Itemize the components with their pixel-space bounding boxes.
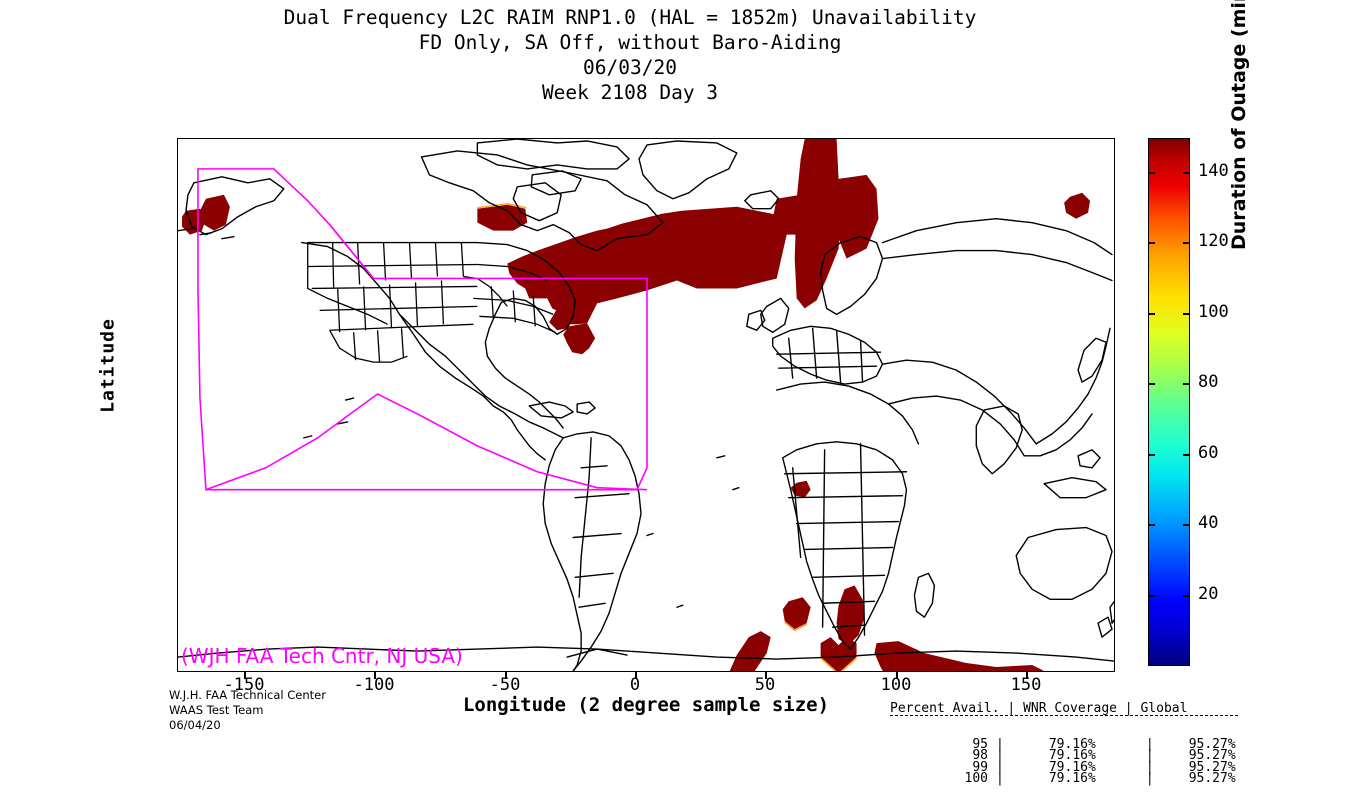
table-row: 99 | 79.16% | 95.27% <box>890 759 1238 775</box>
x-tick-mark <box>1026 672 1028 679</box>
stats-header-wnr: WNR Coverage <box>1023 701 1117 716</box>
x-tick-mark <box>505 672 507 679</box>
stats-header-sep2: | <box>1116 701 1141 716</box>
stats-cell-sep: | <box>1145 736 1154 752</box>
colorbar-title: Duration of Outage (min) <box>1228 0 1250 250</box>
colorbar-tick <box>1183 242 1190 244</box>
stats-table: Percent Avail. | WNR Coverage | Global 9… <box>890 680 1238 796</box>
footer-line-1: W.J.H. FAA Technical Center <box>169 688 326 702</box>
x-tick-label: -150 <box>223 675 265 695</box>
title-line-4: Week 2108 Day 3 <box>541 81 719 104</box>
stats-cell-sep: | <box>996 736 1004 752</box>
x-tick-label: 150 <box>1010 675 1042 695</box>
stats-cell-sep: | <box>1145 759 1154 775</box>
stats-cell-sep: | <box>1145 748 1154 763</box>
colorbar-tick <box>1183 524 1190 526</box>
colorbar-tick-label: 140 <box>1198 161 1229 181</box>
colorbar-tick <box>1148 313 1155 315</box>
x-tick-label: -50 <box>489 675 521 695</box>
x-tick-label: 100 <box>880 675 912 695</box>
stats-cell-wnr: 79.16% <box>1048 771 1096 786</box>
x-tick-label: -100 <box>353 675 395 695</box>
footer-credits: W.J.H. FAA Technical Center WAAS Test Te… <box>169 688 326 733</box>
footer-line-3: 06/04/20 <box>169 718 221 732</box>
colorbar-tick <box>1148 524 1155 526</box>
colorbar-tick <box>1183 454 1190 456</box>
colorbar-tick-label: 20 <box>1198 584 1219 604</box>
title-line-3: 06/03/20 <box>583 56 677 79</box>
colorbar-tick-label: 40 <box>1198 513 1219 533</box>
colorbar-tick-label: 60 <box>1198 443 1219 463</box>
world-map-plot[interactable] <box>177 138 1115 672</box>
stats-cell-global: 95.27% <box>1188 771 1236 786</box>
colorbar-tick-label: 120 <box>1198 231 1229 251</box>
x-tick-mark <box>765 672 767 679</box>
title-line-2: FD Only, SA Off, without Baro-Aiding <box>418 31 842 54</box>
colorbar[interactable]: 140 120 100 80 60 40 20 <box>1148 138 1229 666</box>
colorbar-gradient <box>1148 138 1190 666</box>
x-tick-mark <box>635 672 637 679</box>
stats-cell-percent: 98 <box>972 748 988 763</box>
footer-line-2: WAAS Test Team <box>169 703 264 717</box>
stats-cell-global: 95.27% <box>1188 736 1236 752</box>
table-row: 95 | 79.16% | 95.27% <box>890 736 1238 752</box>
table-row: 100 | 79.16% | 95.27% <box>890 771 1238 786</box>
stats-cell-percent: 99 <box>972 759 988 775</box>
colorbar-tick <box>1148 172 1155 174</box>
stats-table-body: 95 | 79.16% | 95.27% 98 | 79.16% | 95.27… <box>890 736 1238 786</box>
x-tick-label: 0 <box>629 675 641 695</box>
waas-boundary-layer <box>197 168 648 491</box>
x-tick-mark <box>244 672 246 679</box>
colorbar-tick <box>1183 172 1190 174</box>
stats-header-global: Global <box>1140 701 1188 716</box>
x-tick-mark <box>374 672 376 679</box>
colorbar-tick <box>1148 595 1155 597</box>
stats-cell-global: 95.27% <box>1188 759 1236 775</box>
x-tick-label: 50 <box>754 675 776 695</box>
stats-cell-percent: 100 <box>964 771 988 786</box>
map-canvas <box>178 139 1114 671</box>
stats-cell-sep: | <box>996 759 1004 775</box>
colorbar-tick-label: 100 <box>1198 302 1229 322</box>
outage-regions-layer <box>181 139 1091 671</box>
stats-cell-global: 95.27% <box>1188 748 1236 763</box>
colorbar-tick <box>1183 595 1190 597</box>
watermark-text: (WJH FAA Tech Cntr, NJ USA) <box>181 644 463 668</box>
title-line-1: Dual Frequency L2C RAIM RNP1.0 (HAL = 18… <box>283 6 977 29</box>
stats-cell-sep: | <box>996 771 1004 786</box>
stats-cell-wnr: 79.16% <box>1048 748 1096 763</box>
stats-header-row: Percent Avail. | WNR Coverage | Global <box>890 701 1238 716</box>
colorbar-tick <box>1148 454 1155 456</box>
colorbar-tick <box>1148 383 1155 385</box>
x-tick-mark <box>896 672 898 679</box>
stats-cell-sep: | <box>1145 771 1154 786</box>
stats-header-sep1: | <box>999 701 1024 716</box>
chart-title-block: Dual Frequency L2C RAIM RNP1.0 (HAL = 18… <box>0 5 1260 105</box>
colorbar-tick <box>1148 242 1155 244</box>
y-axis-label: Latitude <box>97 318 119 413</box>
stats-header-percent: Percent Avail. <box>890 701 1000 716</box>
stats-cell-wnr: 79.16% <box>1048 759 1096 775</box>
stats-cell-percent: 95 <box>972 736 988 752</box>
outage-edge-fringes <box>477 202 858 671</box>
x-axis-label: Longitude (2 degree sample size) <box>462 694 830 716</box>
table-row: 98 | 79.16% | 95.27% <box>890 748 1238 763</box>
coastlines-layer <box>178 139 1114 671</box>
colorbar-tick <box>1183 313 1190 315</box>
colorbar-tick-label: 80 <box>1198 372 1219 392</box>
stats-cell-wnr: 79.16% <box>1048 736 1096 752</box>
stats-cell-sep: | <box>996 748 1004 763</box>
colorbar-tick <box>1183 383 1190 385</box>
